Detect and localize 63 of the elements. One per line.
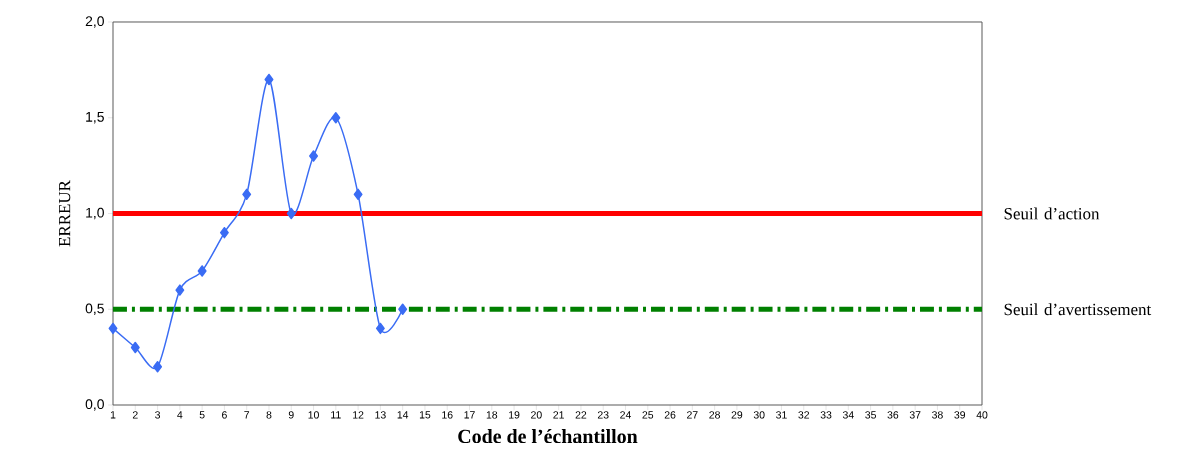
x-tick-label: 7 bbox=[244, 411, 250, 419]
point bbox=[331, 112, 341, 124]
x-tick-label: 39 bbox=[954, 411, 966, 419]
point bbox=[219, 226, 229, 239]
point bbox=[130, 341, 140, 354]
x-tick-label: 16 bbox=[442, 411, 453, 419]
point bbox=[175, 284, 185, 296]
point bbox=[286, 207, 296, 220]
x-tick-label: 2 bbox=[132, 411, 138, 419]
x-tick-label: 26 bbox=[664, 411, 676, 419]
x-tick-label: 33 bbox=[820, 411, 832, 419]
point bbox=[398, 303, 408, 315]
y-tick-label: 1,0 bbox=[86, 207, 104, 220]
x-tick-label: 32 bbox=[798, 411, 810, 419]
x-tick-label: 31 bbox=[776, 411, 787, 419]
x-tick-label: 38 bbox=[932, 411, 943, 419]
x-tick-label: 5 bbox=[199, 411, 205, 419]
x-tick-label: 9 bbox=[288, 411, 294, 419]
x-tick-label: 29 bbox=[731, 411, 743, 419]
x-tick-label: 10 bbox=[308, 411, 319, 419]
point bbox=[153, 360, 163, 373]
x-tick-label: 6 bbox=[222, 411, 227, 419]
x-tick-label: 15 bbox=[419, 411, 431, 419]
y-tick-label: 0,0 bbox=[85, 399, 104, 411]
x-tick-label: 24 bbox=[620, 411, 631, 419]
x-tick-label: 4 bbox=[177, 411, 183, 419]
y-tick-label: 2,0 bbox=[85, 16, 104, 28]
x-tick-label: 40 bbox=[976, 411, 988, 419]
x-tick-label: 25 bbox=[642, 411, 654, 419]
x-tick-label: 22 bbox=[575, 411, 587, 419]
point bbox=[353, 188, 363, 201]
y-tick-label: 1,5 bbox=[86, 112, 104, 124]
x-tick-label: 30 bbox=[753, 411, 765, 419]
x-tick-label: 13 bbox=[375, 411, 386, 419]
point bbox=[197, 265, 207, 277]
ref-line-label: Seuil d’action bbox=[1004, 207, 1100, 220]
ref-line-label: Seuil d’avertissement bbox=[1004, 303, 1152, 316]
y-tick-label: 0,5 bbox=[85, 303, 104, 316]
x-tick-label: 19 bbox=[509, 411, 520, 419]
x-tick-label: 34 bbox=[842, 411, 854, 419]
x-tick-label: 1 bbox=[110, 411, 116, 419]
point bbox=[309, 150, 319, 162]
x-tick-label: 35 bbox=[865, 411, 876, 419]
x-tick-label: 11 bbox=[331, 411, 341, 419]
x-tick-label: 14 bbox=[397, 411, 409, 419]
x-axis-title: Code de l’échantillon bbox=[458, 429, 638, 444]
x-tick-label: 20 bbox=[531, 411, 542, 419]
x-tick-label: 3 bbox=[155, 411, 161, 419]
point bbox=[375, 322, 385, 335]
point bbox=[264, 73, 274, 86]
point bbox=[108, 322, 118, 335]
x-tick-label: 27 bbox=[687, 411, 698, 419]
x-tick-label: 12 bbox=[353, 411, 364, 419]
y-axis-title: ERREUR bbox=[59, 180, 71, 247]
point bbox=[242, 188, 252, 201]
x-tick-label: 17 bbox=[464, 411, 475, 419]
x-tick-label: 18 bbox=[486, 411, 498, 419]
x-tick-label: 28 bbox=[709, 411, 720, 419]
x-tick-label: 23 bbox=[597, 411, 609, 419]
x-tick-label: 37 bbox=[909, 411, 921, 419]
x-tick-label: 36 bbox=[887, 411, 899, 419]
x-tick-label: 21 bbox=[553, 411, 564, 419]
x-tick-label: 8 bbox=[266, 411, 272, 419]
